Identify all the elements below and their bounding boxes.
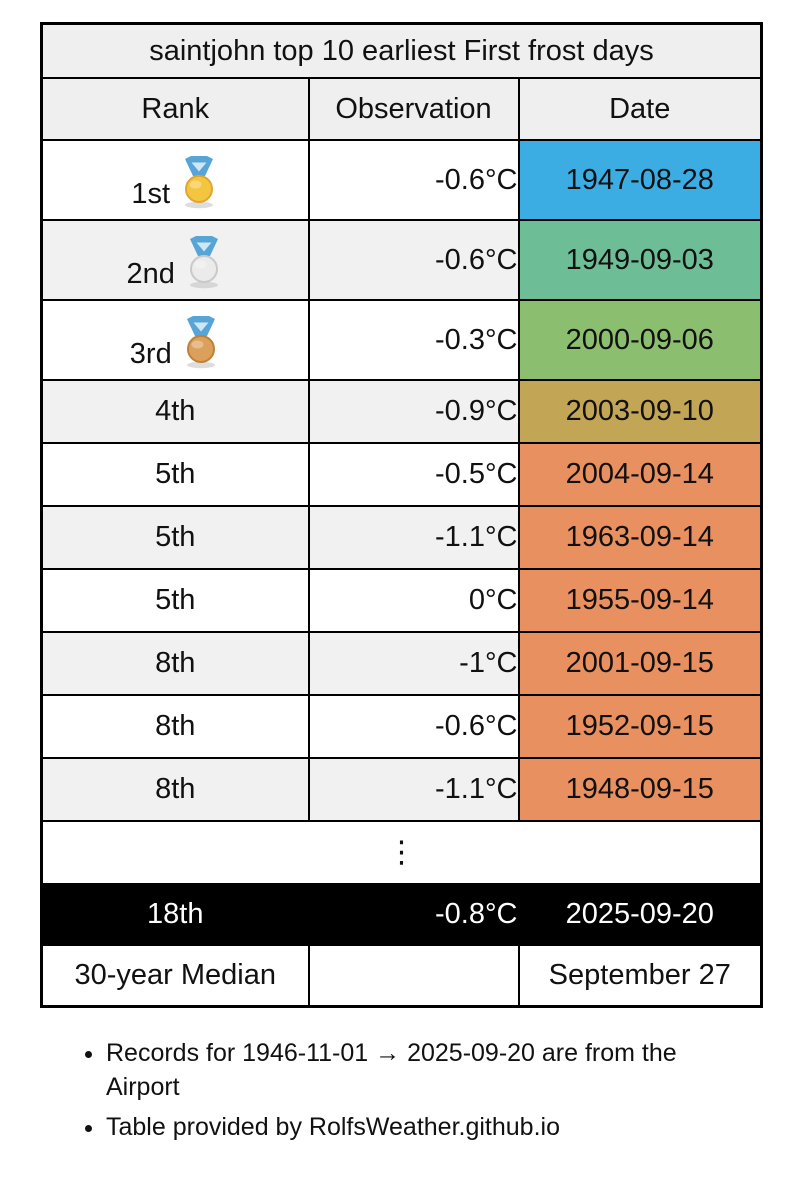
observation-cell: -0.6°C: [307, 219, 520, 301]
date-cell: 2001-09-15: [517, 631, 763, 696]
date-cell: 2000-09-06: [517, 299, 763, 381]
observation-cell: -1°C: [307, 631, 520, 696]
observation-cell: 0°C: [307, 568, 520, 633]
rank-cell: 4th: [40, 379, 310, 444]
date-cell: 2003-09-10: [517, 379, 763, 444]
footnote-credit: Table provided by RolfsWeather.github.io: [106, 1110, 746, 1144]
observation-cell: -0.5°C: [307, 442, 520, 507]
rank-cell: 5th: [40, 568, 310, 633]
table-row: 1st -0.6°C 1947-08-28: [40, 139, 763, 221]
header-row: Rank Observation Date: [40, 77, 763, 141]
date-cell: 1963-09-14: [517, 505, 763, 570]
rank-cell: 1st: [40, 139, 310, 221]
date-cell: 1948-09-15: [517, 757, 763, 822]
gold-medal-icon: [179, 155, 219, 217]
ellipsis-glyph: ⋮: [40, 820, 763, 885]
rank-cell: 8th: [40, 757, 310, 822]
observation-cell: -0.6°C: [307, 694, 520, 759]
rank-cell: 5th: [40, 442, 310, 507]
rank-label: 1st: [131, 178, 171, 210]
page: saintjohn top 10 earliest First frost da…: [0, 0, 800, 1144]
rank-cell: 2nd: [40, 219, 310, 301]
table-row: 5th 0°C 1955-09-14: [40, 568, 763, 633]
median-date: September 27: [517, 944, 763, 1007]
current-year-row: 18th -0.8°C 2025-09-20: [40, 883, 763, 946]
table-row: 3rd -0.3°C 2000-09-06: [40, 299, 763, 381]
table-row: 8th -0.6°C 1952-09-15: [40, 694, 763, 759]
rank-label: 5th: [155, 584, 196, 617]
date-cell: 2004-09-14: [517, 442, 763, 507]
rank-label: 3rd: [129, 338, 172, 370]
table-row: 4th -0.9°C 2003-09-10: [40, 379, 763, 444]
median-observation: [307, 944, 520, 1007]
table-row: 5th -0.5°C 2004-09-14: [40, 442, 763, 507]
date-cell: 1947-08-28: [517, 139, 763, 221]
observation-cell: -1.1°C: [307, 505, 520, 570]
frost-table: saintjohn top 10 earliest First frost da…: [40, 22, 763, 1008]
bronze-medal-icon: [181, 315, 221, 377]
col-header-date: Date: [517, 77, 763, 141]
date-cell: 1949-09-03: [517, 219, 763, 301]
ellipsis-row: ⋮: [40, 820, 763, 885]
rank-label: 8th: [155, 773, 196, 806]
table-row: 8th -1°C 2001-09-15: [40, 631, 763, 696]
footnote-records: Records for 1946-11-01 → 2025-09-20 are …: [106, 1036, 746, 1104]
median-label: 30-year Median: [40, 944, 310, 1007]
silver-medal-icon: [184, 235, 224, 297]
rank-cell: 3rd: [40, 299, 310, 381]
col-header-observation: Observation: [307, 77, 520, 141]
observation-cell: -0.6°C: [307, 139, 520, 221]
rank-label: 8th: [155, 647, 196, 680]
table-row: 2nd -0.6°C 1949-09-03: [40, 219, 763, 301]
rank-label: 4th: [155, 395, 196, 428]
footnotes: Records for 1946-11-01 → 2025-09-20 are …: [78, 1036, 746, 1144]
observation-cell: -1.1°C: [307, 757, 520, 822]
rank-cell: 8th: [40, 694, 310, 759]
rank-label: 5th: [155, 458, 196, 491]
table-row: 5th -1.1°C 1963-09-14: [40, 505, 763, 570]
date-cell: 1952-09-15: [517, 694, 763, 759]
title-row: saintjohn top 10 earliest First frost da…: [40, 22, 763, 79]
col-header-rank: Rank: [40, 77, 310, 141]
rank-cell: 5th: [40, 505, 310, 570]
observation-cell: -0.8°C: [307, 883, 520, 946]
median-row: 30-year Median September 27: [40, 944, 763, 1007]
rank-label: 5th: [155, 521, 196, 554]
date-cell: 2025-09-20: [517, 883, 763, 946]
table-row: 8th -1.1°C 1948-09-15: [40, 757, 763, 822]
table-title: saintjohn top 10 earliest First frost da…: [40, 22, 763, 79]
date-cell: 1955-09-14: [517, 568, 763, 633]
rank-cell: 8th: [40, 631, 310, 696]
rank-label: 2nd: [126, 258, 175, 290]
rank-cell: 18th: [40, 883, 310, 946]
observation-cell: -0.9°C: [307, 379, 520, 444]
rank-label: 8th: [155, 710, 196, 743]
observation-cell: -0.3°C: [307, 299, 520, 381]
